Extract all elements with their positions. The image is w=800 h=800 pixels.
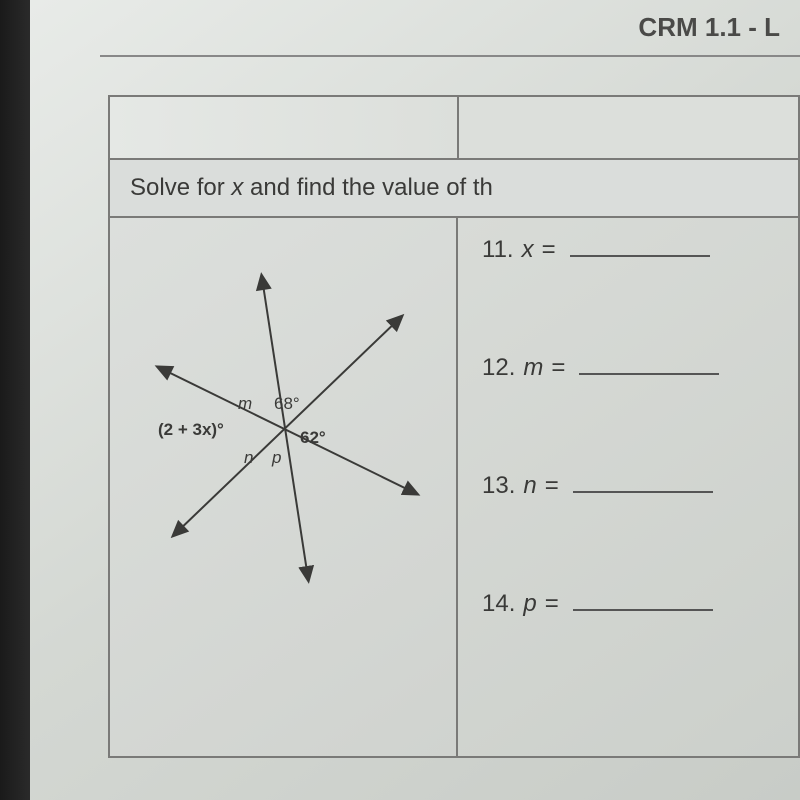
instruction-variable: x: [231, 174, 243, 201]
q11-blank: [570, 255, 710, 257]
diagram-cell: m 68° (2 + 3x)° 62° n p: [108, 218, 458, 758]
question-12: 12. m =: [482, 354, 774, 382]
q13-eq: =: [545, 472, 559, 500]
content-row: m 68° (2 + 3x)° 62° n p 11. x = 12. m =: [108, 218, 800, 758]
q14-var: p: [523, 590, 536, 618]
label-m: m: [238, 394, 252, 414]
label-62: 62°: [300, 428, 326, 448]
question-13: 13. n =: [482, 472, 774, 500]
q11-eq: =: [542, 236, 556, 264]
question-11: 11. x =: [482, 236, 774, 264]
q13-var: n: [523, 472, 536, 500]
q14-eq: =: [545, 590, 559, 618]
question-14: 14. p =: [482, 590, 774, 618]
page-header-title: CRM 1.1 - L: [638, 12, 780, 43]
label-expr: (2 + 3x)°: [158, 420, 224, 440]
q12-num: 12.: [482, 354, 515, 382]
q12-eq: =: [551, 354, 565, 382]
instruction-prefix: Solve for: [130, 174, 231, 201]
q14-num: 14.: [482, 590, 515, 618]
blank-cell-left: [108, 95, 458, 160]
q12-var: m: [523, 354, 543, 382]
label-n: n: [244, 448, 253, 468]
label-p: p: [272, 448, 281, 468]
table-blank-header-row: [108, 95, 800, 160]
instruction-suffix: and find the value of th: [243, 174, 493, 201]
q11-num: 11.: [482, 236, 514, 264]
q11-var: x: [522, 236, 534, 264]
monitor-bezel: [0, 0, 30, 800]
blank-cell-right: [458, 95, 800, 160]
instruction-row: Solve for x and find the value of th: [108, 160, 800, 218]
worksheet-page: CRM 1.1 - L Solve for x and find the val…: [30, 0, 800, 800]
q13-num: 13.: [482, 472, 515, 500]
answers-cell: 11. x = 12. m = 13. n =: [458, 218, 800, 758]
label-68: 68°: [274, 394, 300, 414]
q13-blank: [573, 491, 713, 493]
q14-blank: [573, 609, 713, 611]
header-horizontal-rule: [100, 55, 800, 57]
worksheet-table: Solve for x and find the value of th: [108, 95, 800, 770]
q12-blank: [579, 373, 719, 375]
